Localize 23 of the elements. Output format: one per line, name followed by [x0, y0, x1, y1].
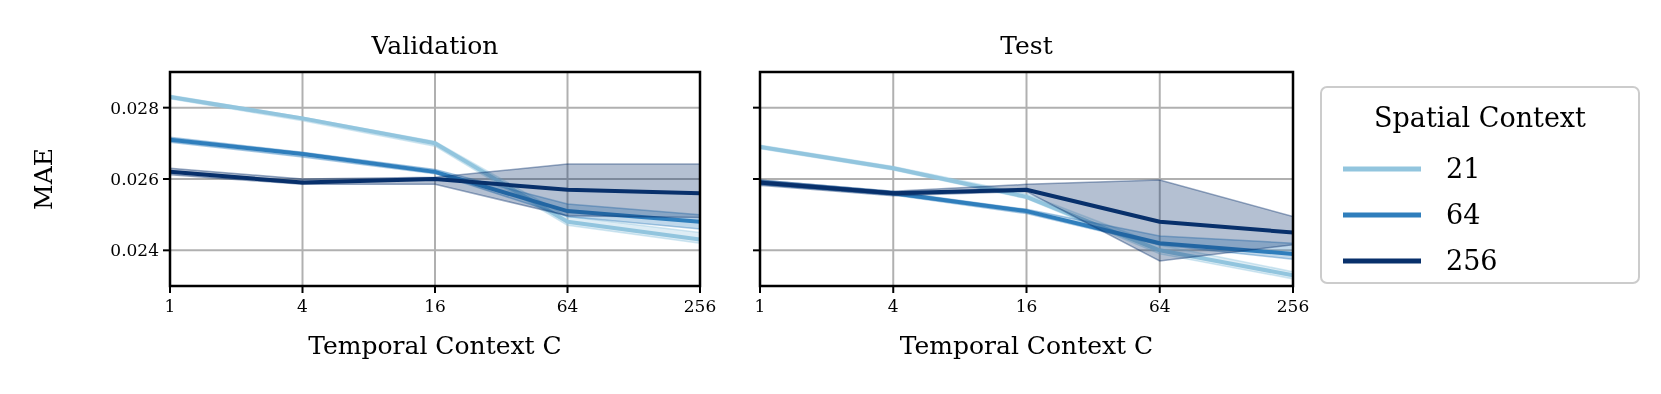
legend-label: 64 — [1446, 199, 1481, 230]
x-tick-label: 64 — [1148, 296, 1171, 316]
x-tick-label: 1 — [164, 296, 176, 316]
x-tick-label: 16 — [424, 296, 446, 316]
x-tick-label: 256 — [683, 296, 717, 316]
y-axis-title: MAE — [29, 148, 58, 210]
y-tick-label: 0.024 — [110, 240, 159, 261]
chart-title: Test — [1000, 31, 1053, 60]
x-tick-label: 1 — [754, 296, 766, 316]
x-axis-title: Temporal Context C — [899, 331, 1154, 360]
line-series — [170, 169, 700, 196]
x-tick-label: 64 — [556, 296, 579, 316]
chart-title: Validation — [370, 31, 499, 60]
legend-title: Spatial Context — [1374, 102, 1587, 133]
legend-label: 21 — [1446, 153, 1481, 184]
y-tick-label: 0.028 — [110, 97, 159, 118]
x-tick-label: 256 — [1276, 296, 1310, 316]
y-tick-label: 0.026 — [110, 169, 159, 189]
x-tick-label: 16 — [1015, 296, 1038, 316]
x-tick-label: 4 — [887, 296, 899, 316]
x-tick-label: 4 — [297, 296, 308, 316]
x-axis-title: Temporal Context C — [308, 331, 562, 360]
legend-label: 256 — [1446, 245, 1498, 276]
